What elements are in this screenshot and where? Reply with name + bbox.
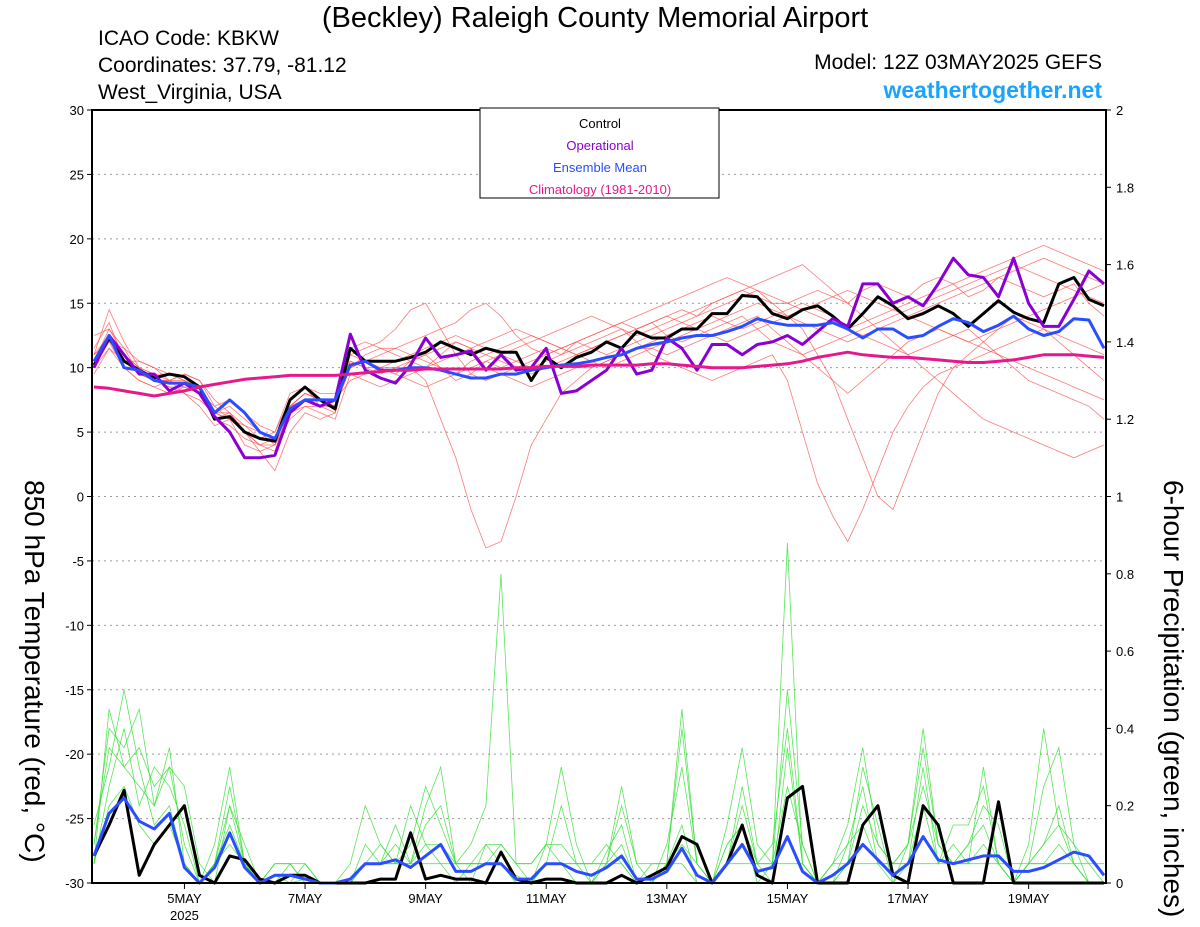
- chart-title: (Beckley) Raleigh County Memorial Airpor…: [321, 2, 869, 34]
- x-tick-label: 9MAY: [408, 891, 443, 906]
- right-tick-label: 1.4: [1116, 335, 1134, 350]
- precip-member-line: [93, 542, 1104, 885]
- right-tick-label: 0.2: [1116, 799, 1134, 814]
- left-tick-label: -25: [65, 812, 84, 827]
- left-tick-label: 25: [70, 167, 84, 182]
- x-tick-sublabel: 2025: [170, 908, 199, 923]
- legend-climatology: Climatology (1981-2010): [529, 182, 671, 197]
- right-tick-label: 1.2: [1116, 412, 1134, 427]
- temp-ensemble-members: [93, 244, 1105, 549]
- legend-box: [479, 107, 720, 199]
- coordinates: Coordinates: 37.79, -81.12: [98, 54, 347, 77]
- plot-frame: [91, 109, 1107, 884]
- ensemble-mean-temp-line: [92, 314, 1106, 440]
- operational-temp-line: [92, 256, 1105, 460]
- precip-ensemble-members: [93, 542, 1105, 885]
- temp-member-line: [93, 289, 1105, 511]
- left-tick-label: -5: [72, 554, 84, 569]
- legend-ensemble-mean: Ensemble Mean: [553, 160, 647, 175]
- precip-member-line: [93, 709, 1105, 884]
- left-tick-label: -15: [65, 683, 84, 698]
- right-tick-label: 0.6: [1116, 644, 1134, 659]
- grid-lines: [92, 109, 1106, 884]
- right-tick-label: 1.6: [1116, 258, 1134, 273]
- left-tick-label: 10: [70, 361, 84, 376]
- ensemble-mean-precip-line: [92, 796, 1106, 885]
- legend-operational: Operational: [566, 138, 633, 153]
- temp-member-line: [93, 244, 1105, 439]
- left-tick-label: -20: [65, 747, 84, 762]
- right-tick-label: 2: [1116, 103, 1123, 118]
- left-tick-label: 5: [77, 425, 84, 440]
- x-tick-label: 13MAY: [646, 891, 688, 906]
- control-temp-line: [92, 276, 1105, 443]
- left-tick-label: 15: [70, 296, 84, 311]
- left-tick-label: -30: [65, 876, 84, 891]
- x-tick-label: 11MAY: [526, 891, 567, 906]
- icao-code: ICAO Code: KBKW: [98, 27, 279, 50]
- x-tick-label: 15MAY: [767, 891, 809, 906]
- legend-control: Control: [579, 116, 621, 131]
- legend: Control Operational Ensemble Mean Climat…: [479, 107, 720, 199]
- climatology-temp-line: [93, 350, 1105, 398]
- right-tick-label: 0: [1116, 876, 1123, 891]
- x-tick-label: 5MAY: [167, 891, 202, 906]
- temp-member-line: [93, 264, 1105, 459]
- left-tick-label: 0: [77, 490, 84, 505]
- region: West_Virginia, USA: [98, 81, 282, 104]
- model-run: Model: 12Z 03MAY2025 GEFS: [814, 51, 1102, 74]
- right-tick-label: 0.4: [1116, 721, 1134, 736]
- x-tick-label: 19MAY: [1008, 891, 1050, 906]
- left-tick-label: -10: [65, 618, 84, 633]
- right-tick-label: 0.8: [1116, 567, 1134, 582]
- temp-member-line: [93, 302, 1105, 452]
- x-tick-label: 7MAY: [288, 891, 323, 906]
- x-tick-label: 17MAY: [887, 891, 929, 906]
- site-link[interactable]: weathertogether.net: [883, 77, 1102, 103]
- left-tick-label: 30: [70, 103, 84, 118]
- axis-ticks: 302520151050-5-10-15-20-25-3021.81.61.41…: [65, 103, 1134, 923]
- right-tick-label: 1.8: [1116, 180, 1134, 195]
- left-tick-label: 20: [70, 232, 84, 247]
- right-tick-label: 1: [1116, 490, 1123, 505]
